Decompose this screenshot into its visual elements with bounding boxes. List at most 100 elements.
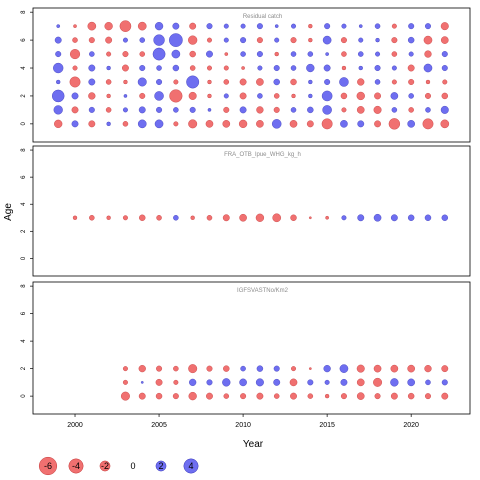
bubble-negative: [73, 24, 77, 28]
bubble-positive: [240, 37, 247, 44]
bubble-positive: [71, 120, 79, 128]
bubble-negative: [122, 64, 129, 72]
bubble-positive: [408, 23, 415, 30]
bubble-positive: [223, 93, 229, 99]
bubble-negative: [321, 118, 333, 130]
bubble-positive: [56, 79, 61, 85]
legend-bubble: [183, 458, 199, 474]
bubble-positive: [307, 379, 314, 386]
bubble-negative: [422, 118, 434, 130]
bubble-negative: [188, 35, 198, 45]
legend-label: 4: [188, 461, 193, 471]
bubble-positive: [56, 24, 61, 28]
bubble-negative: [373, 377, 383, 387]
legend-label: -2: [101, 461, 109, 471]
bubble-negative: [207, 37, 212, 43]
bubble-positive: [390, 214, 398, 222]
bubble-positive: [156, 65, 162, 71]
bubble-negative: [441, 392, 449, 400]
bubble-positive: [423, 63, 433, 73]
bubble-negative: [72, 37, 78, 43]
bubble-positive: [137, 119, 147, 129]
bubble-negative: [391, 23, 397, 29]
bubble-negative: [308, 216, 312, 220]
bubble-negative: [139, 214, 146, 221]
y-tick-label: 4: [21, 66, 27, 70]
bubble-positive: [374, 23, 381, 29]
bubble-negative: [173, 379, 179, 385]
bubble-positive: [341, 23, 347, 29]
bubble-negative: [272, 213, 282, 223]
bubble-positive: [55, 51, 62, 58]
bubble-positive: [257, 65, 263, 71]
bubble-negative: [138, 392, 146, 400]
bubble-negative: [104, 22, 113, 31]
bubble-positive: [156, 78, 163, 85]
bubble-positive: [290, 51, 297, 57]
bubble-positive: [424, 23, 431, 30]
bubble-negative: [423, 35, 433, 45]
bubble-positive: [325, 52, 329, 56]
bubble-positive: [358, 65, 363, 71]
bubble-negative: [105, 36, 113, 44]
bubble-negative: [122, 215, 128, 221]
bubble-positive: [341, 215, 347, 221]
bubble-negative: [239, 213, 247, 222]
bubble-negative: [105, 107, 112, 113]
bubble-negative: [340, 92, 348, 100]
bubble-negative: [119, 20, 132, 32]
bubble-negative: [88, 92, 96, 100]
bubble-positive: [323, 365, 331, 373]
bubble-positive: [358, 37, 364, 43]
bubble-positive: [273, 65, 280, 72]
bubble-negative: [308, 367, 312, 370]
bubble-negative: [87, 21, 97, 31]
panel-title: Residual catch: [243, 14, 282, 20]
bubble-positive: [223, 23, 229, 29]
bubble-positive: [340, 378, 348, 386]
bubble-positive: [88, 78, 96, 86]
bubble-positive: [339, 364, 349, 373]
bubble-negative: [205, 120, 214, 128]
bubble-positive: [321, 90, 333, 102]
bubble-negative: [206, 215, 213, 221]
bubble-negative: [207, 65, 212, 71]
bubble-positive: [172, 22, 180, 30]
bubble-positive: [207, 108, 212, 112]
bubble-negative: [340, 37, 347, 44]
legend-label: -4: [72, 461, 80, 471]
bubble-negative: [88, 37, 95, 44]
bubble-positive: [290, 107, 297, 113]
bubble-positive: [273, 78, 280, 86]
bubble-positive: [139, 65, 146, 72]
bubble-negative: [240, 393, 247, 400]
bubble-negative: [373, 364, 382, 373]
bubble-positive: [172, 64, 180, 72]
bubble-positive: [274, 37, 280, 43]
bubble-negative: [290, 214, 297, 221]
bubble-positive: [407, 214, 415, 221]
bubble-negative: [72, 65, 78, 71]
bubble-negative: [239, 78, 247, 86]
bubble-positive: [324, 23, 331, 30]
x-tick-label: 2005: [151, 422, 167, 429]
bubble-negative: [188, 391, 197, 401]
bubble-negative: [256, 78, 264, 86]
bubble-negative: [290, 37, 297, 44]
bubble-negative: [139, 92, 146, 99]
panel-title: IGFSVASTNo/Km2: [237, 288, 289, 294]
bubble-positive: [357, 120, 365, 128]
bubble-negative: [356, 106, 365, 114]
bubble-negative: [424, 365, 432, 373]
bubble-positive: [255, 378, 264, 387]
bubble-positive: [271, 119, 282, 129]
bubble-positive: [374, 65, 381, 72]
bubble-positive: [222, 378, 231, 387]
bubble-positive: [390, 92, 399, 100]
bubble-positive: [256, 23, 263, 30]
bubble-positive: [322, 105, 332, 115]
y-tick-label: 0: [21, 394, 27, 398]
bubble-negative: [441, 92, 448, 100]
bubble-positive: [240, 365, 246, 372]
bubble-positive: [186, 75, 200, 89]
